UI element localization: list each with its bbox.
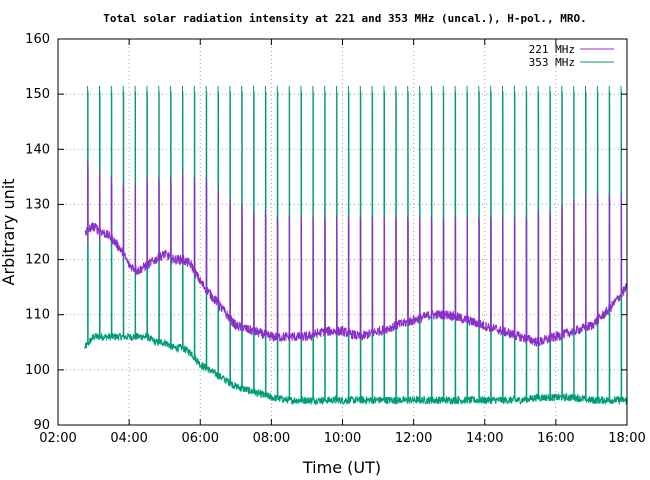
x-tick-label: 10:00 <box>324 431 361 446</box>
x-tick-label: 14:00 <box>466 431 503 446</box>
x-tick-label: 08:00 <box>253 431 290 446</box>
y-tick-label: 90 <box>33 418 50 433</box>
y-tick-label: 140 <box>25 142 50 157</box>
y-axis-label: Arbitrary unit <box>0 179 18 286</box>
y-tick-label: 120 <box>25 253 50 268</box>
x-axis-label: Time (UT) <box>302 458 381 477</box>
y-tick-label: 110 <box>25 308 50 323</box>
legend-label-221: 221 MHz <box>529 43 575 56</box>
x-tick-label: 02:00 <box>39 431 76 446</box>
y-ticks: 90 100 110 120 130 140 150 160 <box>25 32 627 433</box>
series-line-353-mhz <box>84 85 628 406</box>
x-tick-label: 06:00 <box>182 431 219 446</box>
y-tick-label: 160 <box>25 32 50 47</box>
legend-label-353: 353 MHz <box>529 56 575 69</box>
x-tick-label: 16:00 <box>537 431 574 446</box>
y-tick-label: 100 <box>25 363 50 378</box>
y-tick-label: 130 <box>25 197 50 212</box>
x-tick-label: 04:00 <box>110 431 147 446</box>
series-line-221-mhz <box>84 160 628 348</box>
x-tick-label: 18:00 <box>608 431 645 446</box>
y-tick-label: 150 <box>25 87 50 102</box>
legend: 221 MHz 353 MHz <box>529 43 614 69</box>
x-tick-label: 12:00 <box>395 431 432 446</box>
series-layer <box>84 85 628 406</box>
x-ticks: 02:00 04:00 06:00 08:00 10:00 12:00 14:00 16:00… <box>39 39 646 446</box>
grid <box>58 39 627 425</box>
chart-title: Total solar radiation intensity at 221 a… <box>103 12 586 25</box>
